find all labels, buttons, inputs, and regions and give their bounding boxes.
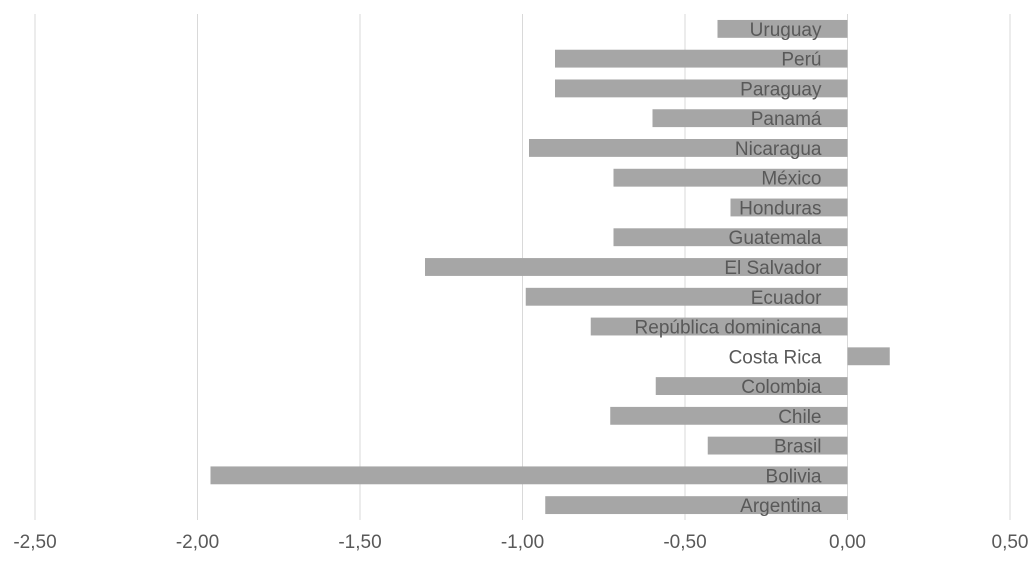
category-label: Chile	[778, 407, 821, 428]
x-axis-tick-labels: -2,50 -2,00 -1,50 -1,00 -0,50 0,00 0,50	[13, 532, 1028, 553]
bar	[555, 49, 848, 68]
bar	[613, 168, 848, 187]
category-label: Honduras	[739, 198, 821, 219]
bars	[210, 19, 890, 515]
category-label: Paraguay	[740, 79, 822, 100]
category-label: Colombia	[741, 377, 822, 398]
bar	[545, 496, 848, 515]
bar	[525, 287, 848, 306]
bar	[210, 466, 848, 485]
bar	[655, 377, 848, 395]
category-label: Brasil	[774, 437, 822, 458]
bar	[555, 79, 848, 98]
category-label: República dominicana	[635, 318, 822, 339]
bar	[529, 139, 848, 157]
bar	[590, 317, 848, 336]
bar	[730, 198, 848, 217]
bar	[425, 258, 848, 276]
bar	[610, 406, 848, 425]
bar	[652, 109, 848, 128]
x-tick-label: -0,50	[663, 532, 706, 553]
bar	[717, 19, 848, 38]
x-tick-label: -1,00	[501, 532, 544, 553]
x-tick-label: 0,50	[992, 532, 1029, 553]
x-tick-label: 0,00	[829, 532, 866, 553]
x-tick-label: -2,00	[176, 532, 219, 553]
category-label: Uruguay	[750, 20, 822, 41]
category-label: Ecuador	[751, 288, 822, 309]
category-label: Guatemala	[729, 228, 822, 249]
category-label: El Salvador	[724, 258, 822, 279]
category-labels: Uruguay Perú Paraguay Panamá Nicaragua México…	[635, 20, 823, 517]
category-label: Panamá	[751, 109, 822, 130]
x-tick-label: -2,50	[13, 532, 56, 553]
bar	[707, 436, 848, 455]
category-label: Costa Rica	[729, 347, 822, 368]
bar	[847, 347, 890, 366]
category-label: Bolivia	[766, 466, 822, 487]
category-label: México	[761, 169, 821, 190]
category-label: Argentina	[740, 496, 822, 517]
bar	[613, 228, 848, 247]
category-label: Perú	[781, 50, 821, 71]
category-label: Nicaragua	[735, 139, 822, 160]
x-tick-label: -1,50	[338, 532, 381, 553]
